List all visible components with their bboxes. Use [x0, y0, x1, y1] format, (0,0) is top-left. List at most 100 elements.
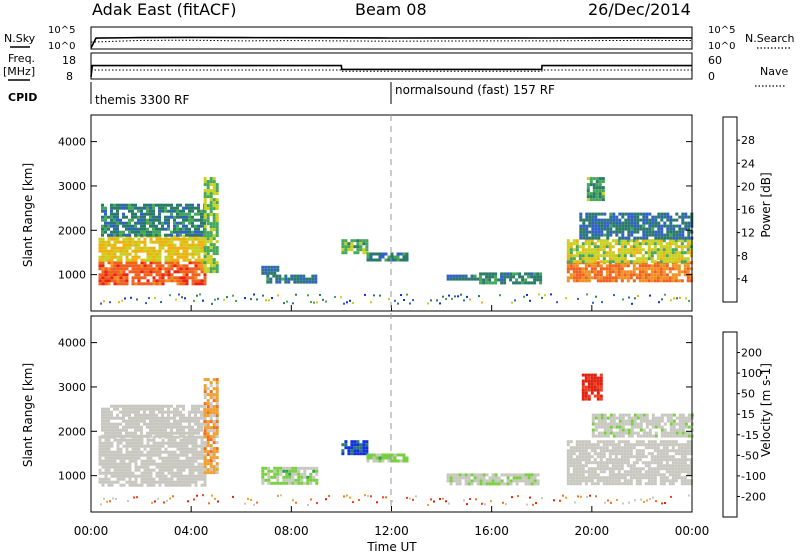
velocity-cell [599, 467, 603, 471]
velocity-cell [315, 469, 319, 473]
power-cell [599, 239, 603, 243]
velocity-cell [624, 419, 628, 423]
power-cell [579, 212, 583, 216]
power-cell [656, 248, 660, 252]
power-cell [197, 209, 200, 213]
power-cell [623, 239, 627, 243]
velocity-cell [599, 461, 603, 465]
velocity-cell [662, 482, 666, 486]
power-speckle-cell [442, 295, 444, 298]
power-cell [119, 264, 123, 268]
power-cell [572, 276, 576, 280]
velocity-cell [182, 465, 186, 469]
power-cell [140, 212, 143, 216]
power-cell [369, 258, 373, 262]
velocity-cell [672, 425, 676, 429]
power-cell [396, 255, 400, 259]
power-cell [572, 260, 576, 264]
power-cell [656, 267, 660, 271]
power-cell [101, 270, 105, 274]
power-cell [524, 281, 528, 285]
power-speckle-cell [223, 298, 225, 301]
velocity-cell [572, 470, 576, 474]
velocity-cell [134, 444, 138, 448]
velocity-cell [209, 405, 213, 409]
velocity-cell [623, 458, 627, 462]
velocity-cell [179, 459, 183, 463]
power-cell [665, 279, 669, 283]
power-cell [578, 257, 582, 261]
velocity-cell [170, 462, 174, 466]
velocity-cell [633, 419, 637, 423]
velocity-cell [170, 468, 174, 472]
power-cell [603, 224, 607, 228]
velocity-cell [353, 449, 357, 453]
velocity-cell [578, 464, 582, 468]
velocity-cell [140, 428, 143, 432]
velocity-cell [639, 413, 643, 417]
power-cell [680, 260, 684, 264]
velocity-cell [591, 428, 595, 432]
power-cell [581, 242, 585, 246]
power-speckle-cell [622, 298, 624, 301]
velocity-cell [587, 382, 591, 386]
velocity-cell [143, 462, 147, 466]
velocity-cell [116, 477, 120, 481]
velocity-cell [620, 476, 624, 480]
velocity-cell [131, 444, 135, 448]
velocity-cell [119, 456, 123, 460]
velocity-cell [182, 453, 186, 457]
power-cell [648, 212, 652, 216]
velocity-cell [635, 449, 639, 453]
power-cell [125, 267, 129, 271]
velocity-cell [488, 479, 492, 483]
power-cell [107, 252, 111, 256]
power-cell [500, 278, 504, 282]
velocity-cell [467, 479, 471, 483]
power-cell [155, 282, 159, 286]
power-cell [666, 215, 670, 219]
power-cell [158, 270, 162, 274]
power-speckle-cell [325, 300, 327, 303]
power-cell [173, 218, 176, 222]
velocity-cell [645, 416, 649, 420]
power-cell [119, 252, 123, 256]
power-region-3 [203, 177, 219, 274]
power-cell [185, 270, 189, 274]
power-cell [167, 240, 171, 244]
power-cell [589, 192, 593, 196]
power-cell [642, 212, 646, 216]
velocity-cell [677, 452, 681, 456]
power-cell [630, 230, 634, 234]
power-cell [617, 276, 621, 280]
velocity-cell [158, 422, 161, 426]
velocity-cell [98, 438, 102, 442]
velocity-cell [182, 441, 186, 445]
velocity-cell [581, 379, 585, 383]
velocity-cell [134, 474, 138, 478]
velocity-cell [167, 438, 171, 442]
velocity-cell [530, 476, 534, 480]
power-cell [107, 282, 111, 286]
power-cell [191, 237, 195, 241]
power-cell [638, 257, 642, 261]
velocity-cell [653, 440, 657, 444]
velocity-cell [533, 473, 537, 477]
velocity-cell [356, 452, 360, 456]
velocity-cell [143, 444, 147, 448]
velocity-cell [164, 422, 167, 426]
power-cell [203, 183, 207, 187]
power-cell [659, 273, 663, 277]
power-cell [569, 276, 573, 280]
power-speckle-cell [148, 297, 150, 300]
velocity-cell [608, 458, 612, 462]
velocity-cell [191, 465, 195, 469]
power-cell [647, 257, 651, 261]
velocity-cell [104, 459, 108, 463]
velocity-speckle-cell [589, 494, 591, 497]
power-cell [113, 282, 117, 286]
velocity-cell [476, 473, 480, 477]
velocity-cell [267, 478, 271, 482]
velocity-cell [626, 464, 630, 468]
power-cell [602, 248, 606, 252]
